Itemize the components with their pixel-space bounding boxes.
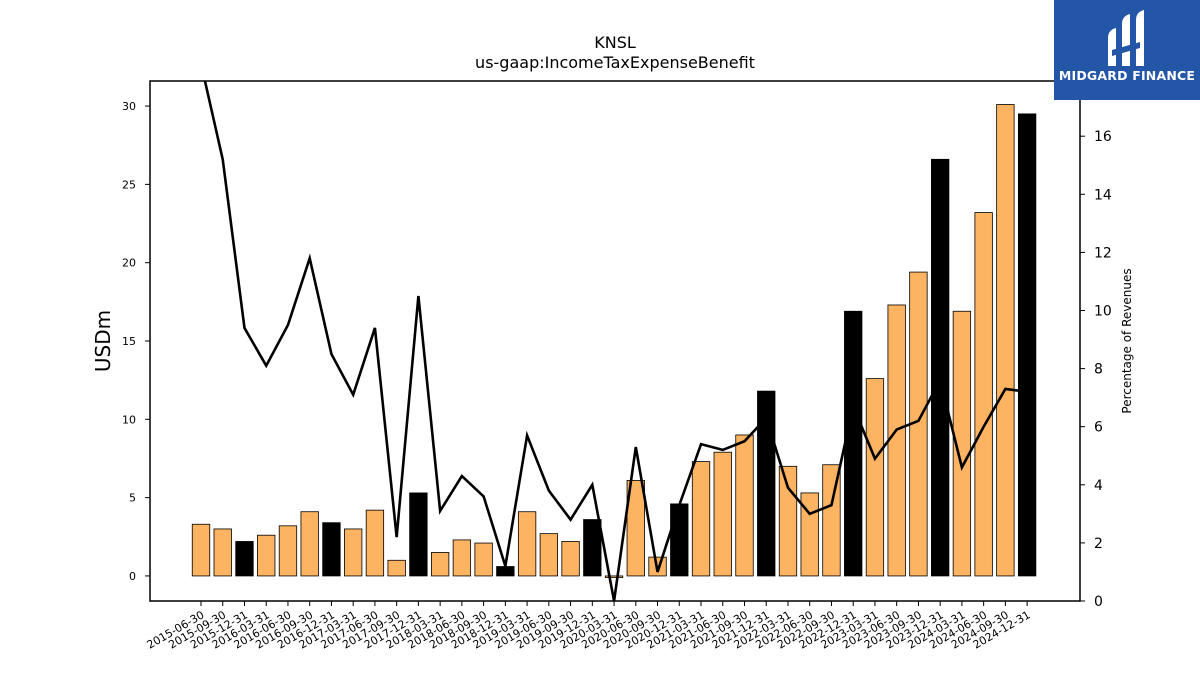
- bar: [452, 539, 472, 577]
- bar: [430, 552, 450, 577]
- y2-tick-label: 8: [1094, 362, 1103, 378]
- bar: [670, 503, 689, 577]
- bar: [322, 522, 341, 577]
- y-axis-label: USDm: [91, 310, 115, 372]
- y-tick-label: 0: [129, 570, 136, 583]
- y-tick-label: 15: [122, 335, 136, 348]
- bar: [387, 559, 406, 577]
- brand-name: MIDGARD FINANCE: [1058, 68, 1196, 83]
- y2-tick-label: 6: [1094, 420, 1103, 436]
- bar: [344, 528, 363, 577]
- bar: [865, 378, 885, 577]
- bar: [691, 461, 711, 577]
- bar: [713, 451, 732, 577]
- chart-title: KNSL: [594, 33, 636, 52]
- bar: [974, 212, 993, 577]
- bar: [278, 525, 298, 577]
- y2-tick-label: 12: [1094, 245, 1112, 261]
- bar: [604, 575, 624, 578]
- bar: [213, 528, 232, 577]
- y2-tick-label: 2: [1094, 536, 1103, 552]
- y-tick-label: 30: [122, 100, 136, 113]
- y-tick-label: 5: [129, 492, 136, 505]
- bar: [409, 492, 428, 577]
- bar: [539, 533, 558, 577]
- chart-subtitle: us-gaap:IncomeTaxExpenseBenefit: [475, 53, 755, 72]
- bars-group: [191, 104, 1037, 578]
- brand-logo: MIDGARD FINANCE: [1054, 0, 1200, 100]
- y2-tick-label: 16: [1094, 129, 1112, 145]
- y2-axis-label: Percentage of Revenues: [1120, 268, 1134, 413]
- right-axis-ticks: 0 2 4 6 8 10 12 14 16: [1080, 129, 1112, 610]
- bar: [757, 390, 776, 577]
- bar: [235, 541, 254, 577]
- y2-tick-label: 10: [1094, 303, 1112, 319]
- bar: [583, 519, 602, 577]
- midgard-logo-icon: [1054, 0, 1200, 100]
- series-line: [203, 81, 1028, 601]
- x-axis-ticks: 2015-06-302015-09-302015-12-312016-03-31…: [145, 601, 1033, 652]
- bar: [496, 566, 515, 577]
- bar: [735, 434, 754, 577]
- bar: [365, 509, 385, 577]
- bar: [952, 310, 972, 577]
- bar: [474, 542, 493, 577]
- y2-tick-label: 0: [1094, 594, 1103, 610]
- bar: [191, 523, 211, 577]
- bar: [257, 534, 276, 577]
- bar: [517, 511, 537, 577]
- bar: [626, 479, 645, 577]
- bar: [996, 104, 1015, 577]
- bar: [844, 310, 863, 577]
- y2-tick-label: 14: [1094, 187, 1112, 203]
- y-tick-label: 10: [122, 413, 136, 426]
- bar: [561, 541, 580, 577]
- bar: [800, 492, 819, 577]
- y-tick-label: 20: [122, 257, 136, 270]
- bar: [887, 304, 906, 577]
- line-group: [203, 81, 1028, 601]
- bar: [822, 464, 841, 577]
- bar: [300, 511, 319, 577]
- bar: [931, 158, 950, 577]
- y-tick-label: 25: [122, 178, 136, 191]
- left-axis-ticks: 0 5 10 15 20 25 30: [122, 100, 150, 583]
- y2-tick-label: 4: [1094, 478, 1103, 494]
- bar: [1017, 113, 1037, 577]
- bar: [778, 465, 798, 577]
